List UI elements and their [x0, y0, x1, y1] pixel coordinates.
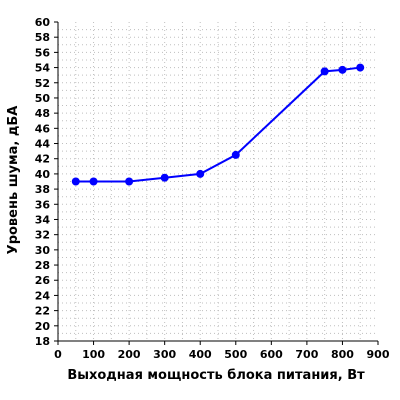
x-tick-labels: 0 100 200 300 400 500 600 700 800 900 [54, 348, 390, 361]
x-tick-label: 300 [153, 348, 176, 361]
data-point [89, 177, 98, 186]
x-tick-label: 0 [54, 348, 62, 361]
data-point [338, 65, 347, 74]
y-tick-label: 60 [35, 16, 51, 29]
y-axis-title: Уровень шума, дБА [6, 106, 21, 255]
y-tick-label: 50 [35, 92, 51, 105]
x-tick-label: 900 [367, 348, 390, 361]
x-tick-label: 500 [224, 348, 247, 361]
y-tick-label: 40 [35, 168, 51, 181]
data-point [71, 177, 80, 186]
data-point [356, 63, 365, 72]
series-group [71, 63, 365, 186]
x-tick-label: 200 [118, 348, 141, 361]
data-point [231, 150, 240, 159]
y-tick-label: 28 [35, 259, 50, 272]
y-tick-label: 30 [35, 244, 51, 257]
data-point [320, 67, 329, 76]
x-tick-label: 400 [189, 348, 212, 361]
x-tick-label: 700 [295, 348, 318, 361]
x-tick-label: 800 [331, 348, 354, 361]
data-point [160, 173, 169, 182]
y-tick-label: 38 [35, 183, 50, 196]
data-point [125, 177, 134, 186]
y-tick-label: 32 [35, 229, 50, 242]
y-tick-label: 56 [35, 46, 51, 59]
x-axis-title: Выходная мощность блока питания, Вт [67, 368, 365, 383]
y-tick-label: 20 [35, 320, 51, 333]
y-tick-label: 46 [35, 122, 51, 135]
y-tick-label: 52 [35, 77, 50, 90]
y-tick-label: 36 [35, 198, 51, 211]
data-point [196, 169, 205, 178]
y-tick-label: 18 [35, 335, 50, 348]
y-tick-label: 58 [35, 31, 50, 44]
y-tick-label: 44 [35, 138, 51, 151]
axes [54, 21, 379, 345]
y-tick-label: 22 [35, 305, 50, 318]
y-tick-label: 48 [35, 107, 50, 120]
y-tick-label: 54 [35, 62, 51, 75]
y-tick-label: 26 [35, 274, 51, 287]
y-tick-labels: 18 20 22 24 26 28 30 32 34 36 38 40 42 44 46 48 50 52 54 56… [35, 16, 51, 348]
y-tick-label: 24 [35, 289, 51, 302]
x-tick-label: 100 [82, 348, 105, 361]
x-tick-label: 600 [260, 348, 283, 361]
y-tick-label: 34 [35, 213, 51, 226]
y-tick-label: 42 [35, 153, 50, 166]
grid [58, 22, 378, 341]
